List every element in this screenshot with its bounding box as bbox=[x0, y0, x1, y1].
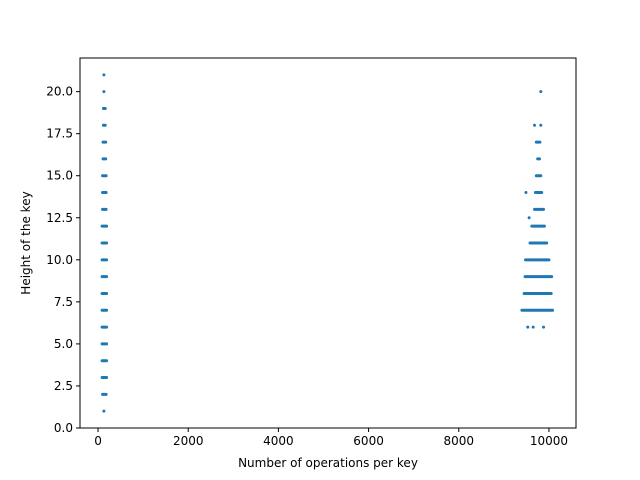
y-axis-label: Height of the key bbox=[19, 191, 33, 294]
y-tick-label: 5.0 bbox=[54, 337, 73, 351]
y-tick-label: 7.5 bbox=[54, 295, 73, 309]
data-point bbox=[533, 123, 537, 127]
y-tick-label: 15.0 bbox=[46, 169, 73, 183]
x-tick-label: 6000 bbox=[353, 434, 384, 448]
x-axis-ticks: 0 2000 4000 6000 8000 10000 bbox=[94, 428, 568, 448]
y-axis-ticks: 0.0 2.5 5.0 7.5 10.0 12.5 15.0 17.5 20.0 bbox=[46, 85, 80, 435]
x-axis-label: Number of operations per key bbox=[238, 456, 418, 470]
data-point bbox=[539, 123, 543, 127]
data-point bbox=[531, 325, 535, 329]
data-point bbox=[526, 325, 530, 329]
x-tick-label: 10000 bbox=[530, 434, 568, 448]
plot-area-frame bbox=[79, 57, 577, 429]
x-tick-label: 2000 bbox=[173, 434, 204, 448]
y-tick-label: 0.0 bbox=[54, 421, 73, 435]
y-tick-label: 10.0 bbox=[46, 253, 73, 267]
y-tick-label: 2.5 bbox=[54, 379, 73, 393]
data-points bbox=[100, 73, 555, 413]
data-point bbox=[527, 216, 531, 220]
y-tick-label: 17.5 bbox=[46, 127, 73, 141]
data-point bbox=[542, 325, 546, 329]
x-tick-label: 0 bbox=[94, 434, 102, 448]
y-tick-label: 12.5 bbox=[46, 211, 73, 225]
data-point bbox=[539, 90, 543, 94]
x-tick-label: 4000 bbox=[263, 434, 294, 448]
data-point bbox=[102, 90, 106, 94]
data-point bbox=[524, 191, 528, 195]
x-tick-label: 8000 bbox=[443, 434, 474, 448]
data-point bbox=[102, 409, 106, 413]
y-tick-label: 20.0 bbox=[46, 85, 73, 99]
data-point bbox=[102, 73, 106, 77]
